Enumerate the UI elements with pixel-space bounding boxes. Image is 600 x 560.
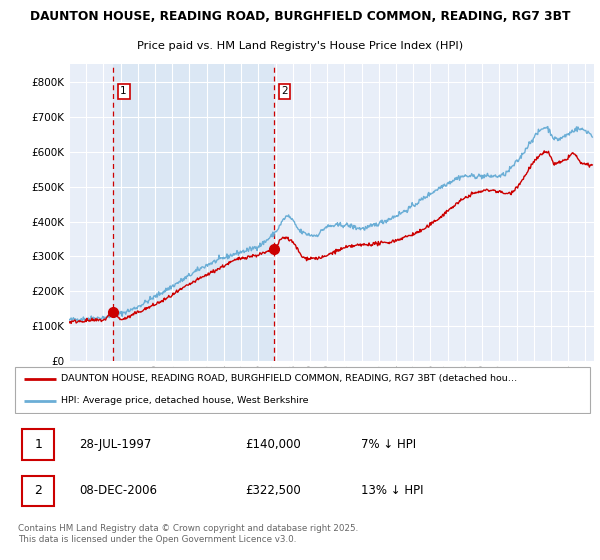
FancyBboxPatch shape [15,367,590,413]
Text: 2: 2 [281,86,288,96]
Text: £140,000: £140,000 [245,438,301,451]
FancyBboxPatch shape [22,430,54,460]
Text: HPI: Average price, detached house, West Berkshire: HPI: Average price, detached house, West… [61,396,309,405]
FancyBboxPatch shape [22,475,54,506]
Text: 13% ↓ HPI: 13% ↓ HPI [361,484,424,497]
Text: £322,500: £322,500 [245,484,301,497]
Text: 08-DEC-2006: 08-DEC-2006 [79,484,157,497]
Text: DAUNTON HOUSE, READING ROAD, BURGHFIELD COMMON, READING, RG7 3BT (detached hou…: DAUNTON HOUSE, READING ROAD, BURGHFIELD … [61,375,518,384]
Text: 7% ↓ HPI: 7% ↓ HPI [361,438,416,451]
Text: Price paid vs. HM Land Registry's House Price Index (HPI): Price paid vs. HM Land Registry's House … [137,41,463,51]
Text: 2: 2 [34,484,42,497]
Text: 1: 1 [34,438,42,451]
Bar [113,64,274,361]
Text: 28-JUL-1997: 28-JUL-1997 [79,438,151,451]
Text: Contains HM Land Registry data © Crown copyright and database right 2025.
This d: Contains HM Land Registry data © Crown c… [18,524,358,544]
Text: DAUNTON HOUSE, READING ROAD, BURGHFIELD COMMON, READING, RG7 3BT: DAUNTON HOUSE, READING ROAD, BURGHFIELD … [30,10,570,23]
Text: 1: 1 [120,86,127,96]
